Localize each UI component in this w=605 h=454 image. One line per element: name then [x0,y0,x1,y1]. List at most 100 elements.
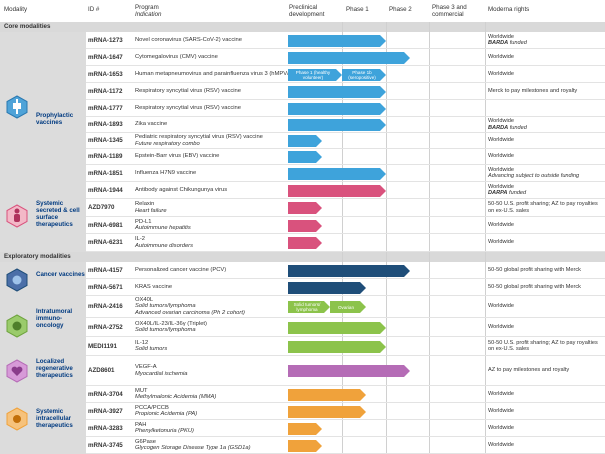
rights-text: Worldwide [488,70,515,77]
table-row: AZD8601 VEGF-A Myocardial ischemia AZ to pa… [86,356,605,386]
rights-cell: 50-50 global profit sharing with Merck [488,279,604,295]
program-cell: G6Pase Glycogen Storage Disease Type 1a (… [135,437,251,453]
program-id: mRNA-6231 [88,239,123,246]
pipeline-bar-shape [288,264,410,277]
person-hexagon-icon [6,204,28,228]
table-row: mRNA-3745 G6Pase Glycogen Storage Disease … [86,437,605,454]
program-id: mRNA-1273 [88,36,123,44]
pipeline-bar [288,151,322,163]
cell-hexagon-icon [6,268,28,292]
program-name: KRAS vaccine [135,283,173,290]
phase-divider [386,22,387,454]
rights-text: Worldwide [488,118,515,125]
pipeline-bar [288,422,322,435]
indication: Solid tumors/lymphoma [135,303,196,310]
bar-label-seropositive: Phase 1b (seropositive) [348,69,376,80]
rights-note: BARDA funded [488,40,604,46]
program-name: Epstein-Barr virus (EBV) vaccine [135,153,220,160]
program-cell: Pediatric respiratory syncytial virus (R… [135,133,263,148]
rights-text: Worldwide [488,303,515,310]
pipeline-bar-shape [288,321,386,334]
pipeline-bar [288,281,366,294]
pipeline-bar [288,237,322,249]
rights-text: Worldwide [488,33,515,40]
pipeline-bar [288,85,386,98]
group-label-systemic-secreted: Systemic secreted & cell surface therape… [36,200,80,228]
program-name: VEGF-A [135,364,157,371]
program-cell: PCCA/PCCB Propionic Acidemia (PA) [135,403,197,419]
pipeline-bar-shape [342,68,386,81]
section-exploratory: Exploratory modalities [0,252,605,262]
table-row: mRNA-1851 Influenza H7N9 vaccine Worldwide… [86,165,605,182]
header-preclinical: Preclinical development [289,4,325,18]
pipeline-bar-shape [288,281,366,294]
pipeline-bar-shape [288,422,322,435]
table-row: MEDI1191 IL-12 Solid tumors 50-50 U.S. prof… [86,337,605,356]
group-label-cancer: Cancer vaccines [36,271,85,278]
rights-sub: Advancing subject to outside funding [488,173,580,179]
indication: Solid tumors/lymphoma [135,327,196,333]
rights-cell: 50-50 global profit sharing with Merck [488,262,604,278]
rights-text: 50-50 U.S. profit sharing; AZ to pay roy… [488,201,598,214]
pipeline-bar [288,321,386,334]
program-id: mRNA-1893 [88,121,123,128]
program-cell: KRAS vaccine [135,279,172,295]
program-id: mRNA-3283 [88,424,123,432]
rights-note: BARDA funded [488,125,604,131]
table-row: mRNA-3927 PCCA/PCCB Propionic Acidemia (PA… [86,403,605,420]
rights-sub: funded [507,190,527,196]
pipeline-bar-shape [288,119,386,131]
program-name: OX40L/IL-23/IL-36γ (Triplet) [135,320,207,327]
pipeline-bar-shape [288,439,322,452]
table-row: mRNA-5671 KRAS vaccine 50-50 global profit… [86,279,605,296]
indication: Glycogen Storage Disease Type 1a (GSD1a) [135,445,251,451]
program-id: mRNA-1647 [88,53,123,61]
rights-text: Worldwide [488,221,515,228]
program-cell: PD-L1 Autoimmune hepatitis [135,217,191,233]
indication: Heart failure [135,207,167,214]
table-row: mRNA-4157 Personalized cancer vaccine (PC… [86,262,605,279]
rights-cell: Worldwide [488,296,604,317]
pipeline-bar [288,365,410,377]
phase-divider [342,22,343,454]
pipeline-bar [288,219,322,232]
header-phase3: Phase 3 and commercial [432,4,467,18]
group-localized: Localized regenerative therapeutics [0,356,86,386]
program-id: mRNA-5671 [88,283,123,291]
table-row: mRNA-1944 Antibody against Chikungunya vi… [86,182,605,199]
pipeline-bar [288,388,366,401]
program-id: mRNA-2752 [88,323,123,331]
program-id: AZD7970 [88,204,115,211]
rights-funder: BARDA [488,124,509,131]
rights-text: Worldwide [488,53,515,60]
pipeline-bar-shape [288,388,366,401]
header-indication-label: Indication [135,11,162,18]
program-cell: Epstein-Barr virus (EBV) vaccine [135,149,219,164]
program-name: Personalized cancer vaccine (PCV) [135,266,227,273]
rights-cell: Worldwide [488,66,604,82]
program-id: mRNA-1172 [88,87,123,95]
indication: Autoimmune disorders [135,242,193,249]
group-cancer: Cancer vaccines [0,262,86,296]
group-label-intratumoral: Intratumoral immuno-oncology [36,308,73,329]
rights-cell: 50-50 U.S. profit sharing; AZ to pay roy… [488,199,604,216]
bar-label-healthy: Phase 1 (healthy volunteer) [295,69,331,80]
rights-text: Merck to pay milestones and royalty [488,87,578,94]
program-id: mRNA-1345 [88,137,123,144]
rights-cell: Worldwide DARPA funded [488,182,604,198]
program-name: Respiratory syncytial virus (RSV) vaccin… [135,104,241,111]
program-cell: OX40L/IL-23/IL-36γ (Triplet) Solid tumors… [135,318,207,336]
rights-cell: Worldwide [488,49,604,65]
program-name: Pediatric respiratory syncytial virus (R… [135,134,263,141]
program-name: PCCA/PCCB [135,404,169,411]
pipeline-bar [288,202,322,214]
program-name: MUT [135,387,148,394]
indication: Propionic Acidemia (PA) [135,411,198,417]
rights-sub: funded [508,40,527,46]
phase-divider [485,22,486,454]
program-id: mRNA-6981 [88,221,123,229]
table-row: mRNA-1647 Cytomegalovirus (CMV) vaccine Wo… [86,49,605,66]
header-phase1: Phase 1 [346,6,369,13]
rights-cell [488,100,604,116]
